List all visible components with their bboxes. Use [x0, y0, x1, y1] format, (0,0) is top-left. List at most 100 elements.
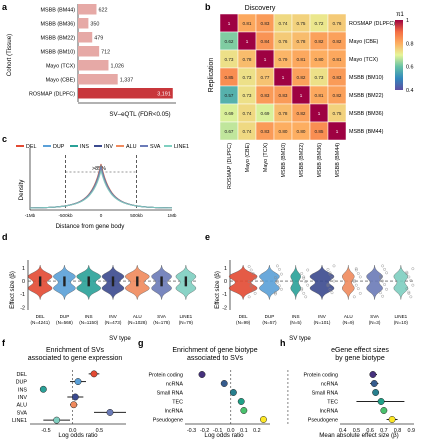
panel-a-bar-chart: Cohort (Tissue) SV–eQTL (FDR<0.05) MSBB … [6, 4, 176, 118]
cell-value: 0.74 [243, 111, 252, 116]
data-point [326, 284, 330, 288]
cell-value: 0.75 [297, 21, 306, 26]
data-point [326, 283, 330, 286]
data-point [249, 283, 253, 287]
panel-c-ylabel: Density [18, 179, 25, 201]
data-point [198, 371, 206, 378]
x-tick-label: INV [109, 314, 118, 319]
data-point [274, 291, 277, 295]
data-point [251, 288, 255, 292]
data-point [405, 287, 409, 291]
x-tick-label: (N=3) [369, 320, 381, 325]
y-tick-label: -2 [222, 305, 227, 311]
data-point [229, 389, 237, 396]
data-point [379, 274, 382, 278]
y-tick-label: Mayo (CBE) [46, 77, 76, 83]
col-label: Mayo (CBE) [245, 143, 251, 173]
data-point [381, 264, 384, 268]
y-tick-label: ncRNA [321, 382, 338, 388]
bar [78, 60, 109, 71]
data-point [300, 287, 304, 291]
row-label: MSBB (BM36) [349, 111, 384, 117]
x-tick-label: INS [85, 314, 93, 319]
col-label: Mayo (TCX) [263, 143, 269, 172]
y-tick-label: lncRNA [320, 409, 339, 415]
col-label: MSBB (BM10) [281, 143, 287, 178]
y-tick-label: Mayo (TCX) [46, 63, 75, 69]
data-point [53, 416, 61, 424]
data-point [332, 279, 336, 283]
x-tick-label: 0.0 [69, 428, 77, 434]
x-tick-label: 0.9 [408, 428, 416, 434]
data-point [280, 272, 283, 276]
data-label: 350 [90, 21, 99, 27]
colorbar-tick: 0.8 [406, 41, 414, 47]
row-label: ROSMAP (DLPFC) [349, 21, 395, 27]
data-point [328, 271, 332, 275]
cell-value: 1 [318, 111, 321, 116]
panel-title: associated to gene expression [28, 355, 123, 362]
bar [78, 46, 100, 57]
data-point [411, 267, 415, 271]
panel-b-ylabel: Replication [208, 58, 215, 93]
violin [259, 265, 280, 300]
boxplot [38, 276, 42, 287]
data-label: 712 [101, 49, 110, 55]
data-point [385, 271, 388, 275]
cell-value: 0.83 [261, 21, 270, 26]
data-point [328, 287, 332, 291]
boxplot [87, 276, 90, 287]
row-label: MSBB (BM22) [349, 93, 384, 99]
data-point [276, 280, 279, 284]
panel-e-violin: Effect size (β) SV type 1 0 -1 -2 DEL(N=99) D… [214, 260, 415, 342]
bar [78, 32, 93, 43]
legend-label: DEL [26, 144, 37, 150]
cell-value: 1 [282, 75, 285, 80]
bar [78, 74, 118, 85]
data-label: 622 [98, 7, 107, 13]
violin [228, 265, 258, 300]
cell-value: 0.83 [261, 93, 270, 98]
panel-title: by gene biotype [335, 355, 385, 362]
row-label: Mayo (TCX) [349, 57, 378, 63]
cell-value: 0.78 [279, 111, 288, 116]
violin [342, 265, 355, 300]
cell-value: 1 [228, 21, 231, 26]
data-point [304, 280, 308, 284]
data-point [409, 295, 413, 299]
data-point [274, 276, 277, 279]
panel-label-b: b [205, 2, 211, 12]
panel-a-ylabel: Cohort (Tissue) [6, 34, 13, 76]
data-point [247, 265, 251, 268]
x-tick-label: INS [292, 314, 300, 319]
data-label: 479 [94, 35, 103, 41]
boxplot [63, 276, 66, 287]
cell-value: 0.85 [315, 129, 324, 134]
cell-value: 1 [264, 57, 267, 62]
y-tick-label: MSBB (BM36) [41, 21, 76, 27]
x-tick-label: INV [318, 314, 327, 319]
data-point [352, 295, 356, 299]
data-point [237, 398, 245, 405]
cell-value: 0.82 [333, 93, 342, 98]
data-point [249, 285, 253, 288]
cell-value: 0.81 [315, 93, 324, 98]
cell-value: 0.84 [261, 39, 270, 44]
colorbar-tick: 0.6 [406, 65, 414, 71]
cell-value: 0.82 [297, 75, 306, 80]
violin [366, 265, 383, 300]
cell-value: 0.82 [333, 39, 342, 44]
cell-value: 0.77 [261, 75, 270, 80]
x-tick-label: (N=57) [262, 320, 277, 325]
row-label: MSBB (BM10) [349, 75, 384, 81]
cell-value: 0.73 [225, 57, 234, 62]
panel-label-h: h [280, 338, 286, 348]
x-tick-label: (N=5) [290, 320, 302, 325]
panel-title: eGene effect sizes [331, 347, 389, 354]
y-tick-label: INS [18, 387, 27, 393]
cell-value: 0.79 [279, 57, 288, 62]
x-tick-label: (N=99) [236, 320, 251, 325]
data-point [106, 408, 114, 416]
density-line [30, 165, 172, 209]
x-tick-label: LINE1 [179, 314, 192, 319]
